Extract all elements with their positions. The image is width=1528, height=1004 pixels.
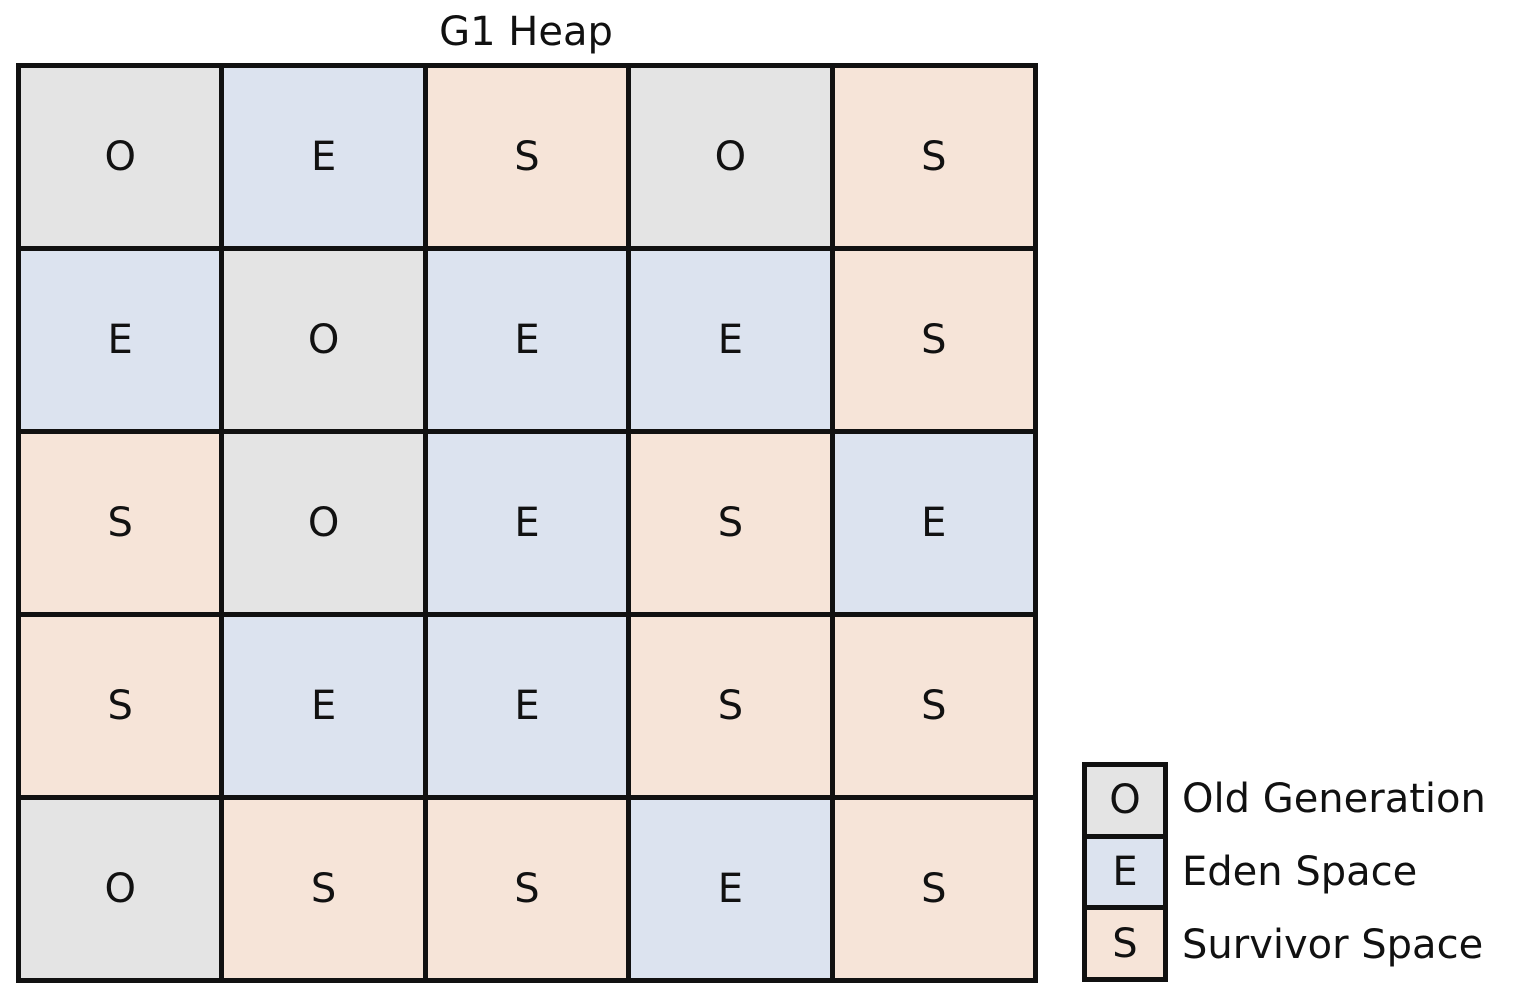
heap-region: E <box>427 251 627 429</box>
heap-region: E <box>224 617 423 795</box>
heap-region: E <box>224 68 423 246</box>
heap-region: S <box>21 617 220 795</box>
legend-swatch-old: O <box>1087 767 1163 834</box>
heap-region: O <box>631 68 830 246</box>
heap-region: E <box>834 434 1033 612</box>
legend-swatch-survivor: S <box>1087 910 1163 977</box>
heap-region: E <box>631 800 830 978</box>
heap-region-grid: O E S O S E O E E S S O E S E S E E S S … <box>16 63 1038 983</box>
legend-label-old: Old Generation <box>1182 775 1486 822</box>
heap-region: S <box>631 434 830 612</box>
legend-swatch-column: O E S <box>1082 762 1168 982</box>
diagram-title: G1 Heap <box>439 9 613 55</box>
heap-region: S <box>427 800 627 978</box>
heap-region: O <box>224 251 423 429</box>
legend-label-eden: Eden Space <box>1182 848 1418 895</box>
legend-label-survivor: Survivor Space <box>1182 922 1484 969</box>
heap-region: O <box>21 68 220 246</box>
legend-label-column: Old Generation Eden Space Survivor Space <box>1182 762 1522 982</box>
legend-swatch-eden: E <box>1087 838 1163 906</box>
heap-region: S <box>21 434 220 612</box>
heap-region: S <box>427 68 627 246</box>
legend: O E S Old Generation Eden Space Survivor… <box>1082 762 1522 982</box>
heap-region: O <box>21 800 220 978</box>
heap-region: S <box>631 617 830 795</box>
heap-region: E <box>631 251 830 429</box>
heap-region: S <box>834 800 1033 978</box>
heap-region: E <box>21 251 220 429</box>
heap-region: E <box>427 617 627 795</box>
heap-region: S <box>834 251 1033 429</box>
heap-region: E <box>427 434 627 612</box>
heap-region: O <box>224 434 423 612</box>
heap-region: S <box>224 800 423 978</box>
heap-region: S <box>834 68 1033 246</box>
heap-region: S <box>834 617 1033 795</box>
